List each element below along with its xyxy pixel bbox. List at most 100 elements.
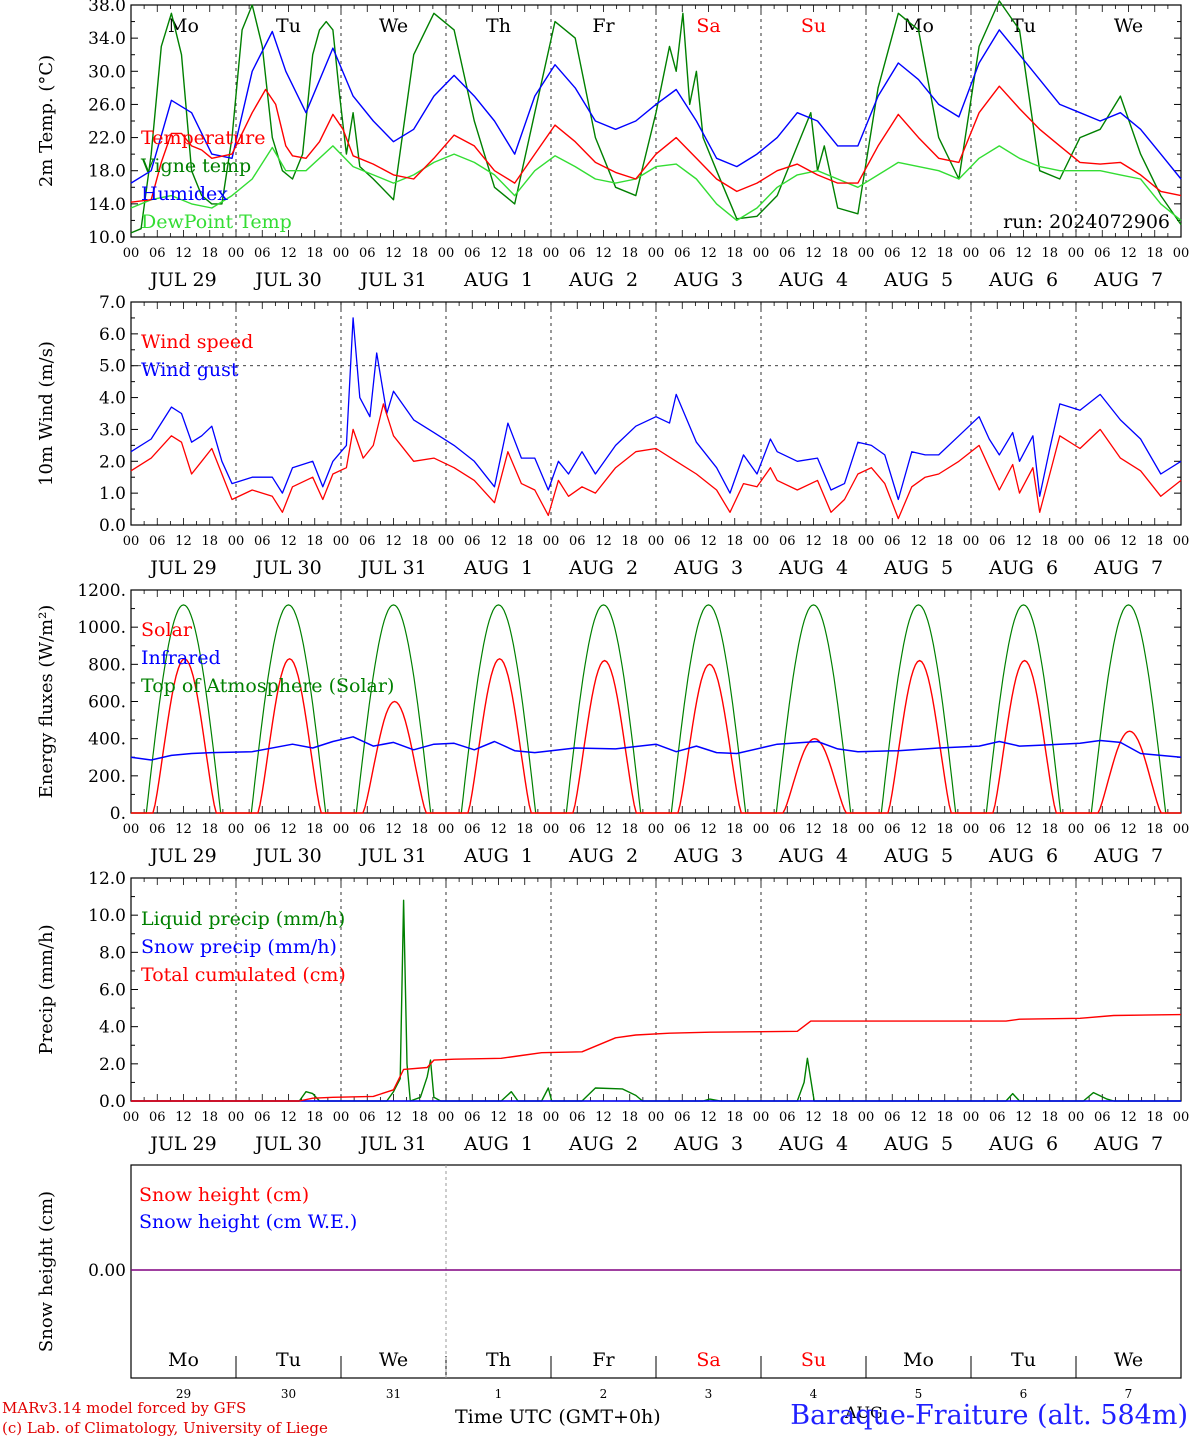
weekday-label: Th [486,15,511,37]
hour-tick-label: 18 [201,246,218,261]
date-label: AUG 6 [988,269,1058,291]
weekday-label: Mo [903,15,934,37]
hour-tick-label: 00 [1068,822,1085,837]
legend-total-cumulated-cm-: Total cumulated (cm) [141,964,346,986]
hour-tick-label: 06 [569,1110,586,1125]
hour-tick-label: 12 [385,534,402,549]
hour-tick-label: 00 [1173,822,1190,837]
weekday-label-bottom: We [379,1349,408,1371]
hour-tick-label: 00 [228,1110,245,1125]
y-tick-label: 4.0 [99,1018,126,1038]
date-label: AUG 2 [568,1133,638,1155]
hour-tick-label: 06 [779,534,796,549]
date-label: JUL 31 [358,269,426,291]
hour-tick-label: 18 [621,1110,638,1125]
hour-tick-label: 06 [149,822,166,837]
hour-tick-label: 12 [805,534,822,549]
series-humidex [130,29,1182,184]
date-label: AUG 2 [568,557,638,579]
hour-tick-label: 00 [438,1110,455,1125]
hour-tick-label: 00 [543,822,560,837]
hour-tick-label: 12 [1120,1110,1137,1125]
date-label: JUL 30 [253,269,321,291]
hour-tick-label: 00 [438,246,455,261]
hour-tick-label: 00 [123,822,140,837]
hour-tick-label: 00 [1173,1110,1190,1125]
date-label: AUG 3 [673,269,743,291]
hour-tick-label: 18 [516,246,533,261]
legend-top-of-atmosphere-solar-: Top of Atmosphere (Solar) [141,675,394,697]
hour-tick-label: 12 [1120,534,1137,549]
hour-tick-label: 00 [333,1110,350,1125]
hour-tick-label: 18 [306,1110,323,1125]
hour-tick-label: 00 [753,534,770,549]
hour-tick-label: 06 [674,534,691,549]
date-label: AUG 4 [778,557,848,579]
date-label: AUG 5 [883,269,953,291]
hour-tick-label: 06 [1094,534,1111,549]
time-axis-label: Time UTC (GMT+0h) [455,1406,661,1428]
hour-tick-label: 12 [1015,822,1032,837]
date-label: AUG 3 [673,557,743,579]
weekday-label: Sa [696,15,720,37]
y-tick-label: 2.0 [99,1055,126,1075]
lab-credit: (c) Lab. of Climatology, University of L… [2,1419,328,1437]
y-tick-label: 34.0 [88,29,126,49]
hour-tick-label: 12 [700,822,717,837]
hour-tick-label: 18 [411,534,428,549]
hour-tick-label: 12 [280,1110,297,1125]
y-axis-title-energy: Energy fluxes (W/m²) [36,605,57,799]
date-label: JUL 29 [148,269,216,291]
y-axis-title-precip: Precip (mm/h) [36,924,57,1054]
hour-tick-label: 00 [333,246,350,261]
y-tick-label: 12.0 [88,869,126,889]
weekday-label: Tu [276,15,301,37]
date-label: AUG 1 [463,557,533,579]
hour-tick-label: 06 [884,534,901,549]
hour-tick-label: 18 [411,246,428,261]
date-label: AUG 4 [778,1133,848,1155]
hour-tick-label: 12 [385,246,402,261]
hour-tick-label: 06 [254,822,271,837]
hour-tick-label: 00 [858,1110,875,1125]
y-tick-label: 1.0 [99,484,126,504]
weekday-label-bottom: Tu [276,1349,301,1371]
hour-tick-label: 06 [359,246,376,261]
weekday-label: Su [801,15,826,37]
hour-tick-label: 12 [280,534,297,549]
hour-tick-label: 18 [306,534,323,549]
hour-tick-label: 00 [648,1110,665,1125]
hour-tick-label: 00 [1068,246,1085,261]
hour-tick-label: 18 [831,534,848,549]
y-tick-label: 22.0 [88,129,126,149]
date-label: AUG 1 [463,269,533,291]
hour-tick-label: 18 [621,822,638,837]
y-tick-label: 38.0 [88,0,126,16]
legend-infrared: Infrared [141,647,221,669]
hour-tick-label: 18 [201,1110,218,1125]
date-label: JUL 30 [253,1133,321,1155]
hour-tick-label: 12 [490,534,507,549]
hour-tick-label: 00 [648,822,665,837]
date-label: AUG 2 [568,845,638,867]
hour-tick-label: 00 [1173,246,1190,261]
day-number-label: 1 [495,1387,503,1401]
y-tick-label: 14.0 [88,195,126,215]
hour-tick-label: 06 [359,534,376,549]
hour-tick-label: 06 [989,1110,1006,1125]
hour-tick-label: 06 [674,246,691,261]
weekday-label-bottom: We [1114,1349,1143,1371]
date-label: JUL 30 [253,845,321,867]
hour-tick-label: 12 [700,1110,717,1125]
hour-tick-label: 00 [228,534,245,549]
hour-tick-label: 00 [543,246,560,261]
hour-tick-label: 18 [306,246,323,261]
hour-tick-label: 00 [753,822,770,837]
hour-tick-label: 18 [306,822,323,837]
date-label: AUG 3 [673,845,743,867]
date-label: AUG 6 [988,1133,1058,1155]
hour-tick-label: 12 [595,822,612,837]
station-name: Baraque-Fraiture (alt. 584m) [790,1400,1188,1431]
hour-tick-label: 06 [464,1110,481,1125]
hour-tick-label: 06 [359,1110,376,1125]
